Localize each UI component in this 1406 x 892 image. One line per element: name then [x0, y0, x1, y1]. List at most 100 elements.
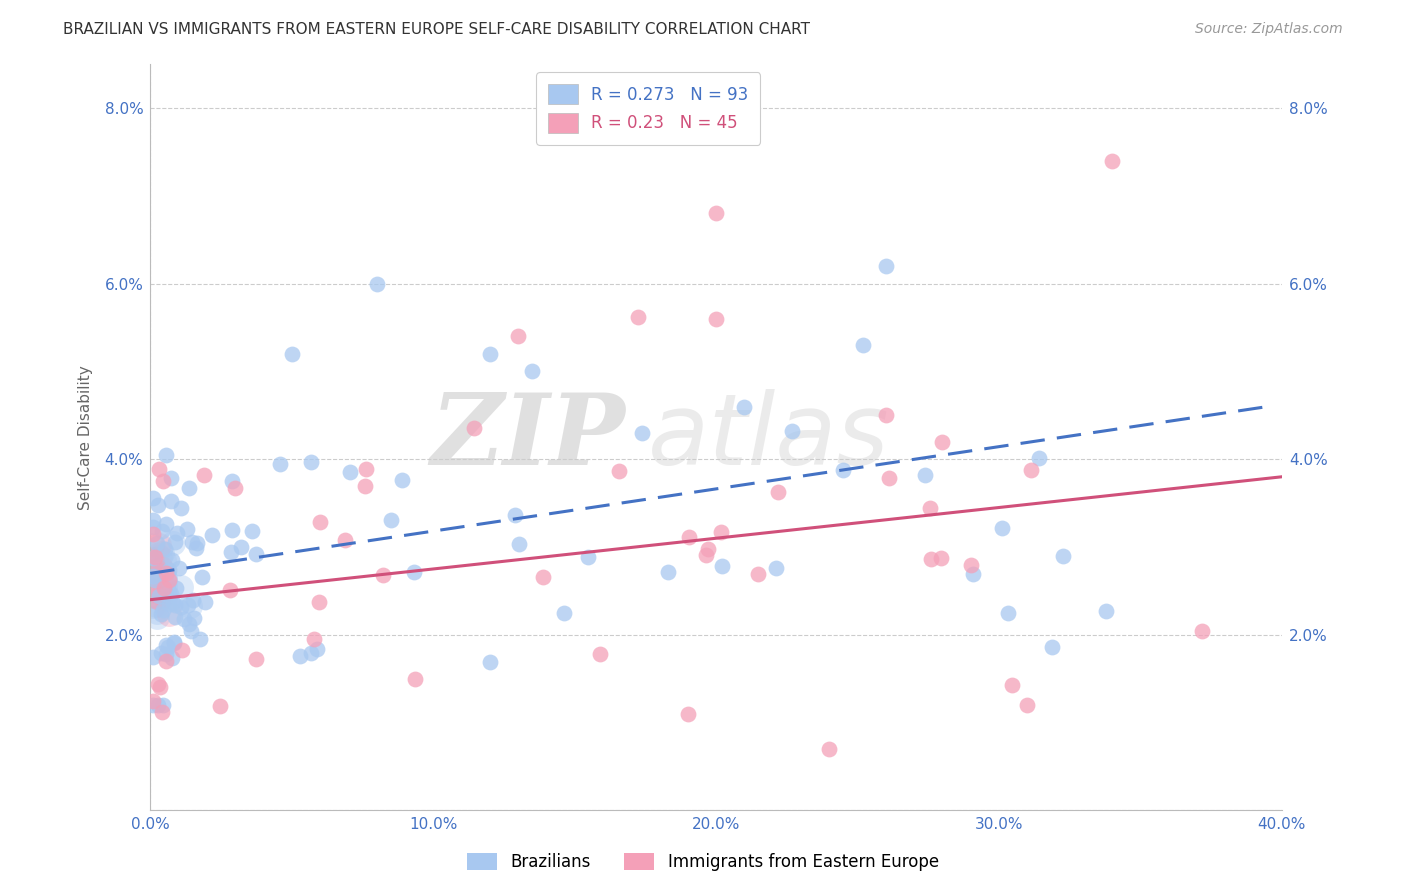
Point [162, 535, 184, 549]
Point [153, 573, 176, 587]
Legend: R = 0.273   N = 93, R = 0.23   N = 45: R = 0.273 N = 93, R = 0.23 N = 45 [536, 72, 761, 145]
Point [224, 481, 246, 495]
Point [299, 646, 322, 660]
Point [155, 448, 177, 462]
Point [159, 607, 181, 622]
Point [354, 461, 377, 475]
Point [631, 425, 654, 440]
Point [148, 462, 170, 476]
Point [245, 652, 267, 666]
Point [520, 364, 543, 378]
Point [333, 533, 356, 548]
Point [152, 475, 174, 489]
Point [747, 567, 769, 582]
Point [159, 471, 181, 485]
Text: Source: ZipAtlas.com: Source: ZipAtlas.com [1195, 22, 1343, 37]
Point [155, 654, 177, 668]
Point [145, 564, 167, 578]
Point [219, 582, 242, 597]
Point [183, 592, 205, 607]
Point [142, 569, 165, 583]
Point [153, 553, 176, 567]
Point [150, 546, 173, 560]
Point [553, 606, 575, 620]
Point [145, 599, 167, 613]
Point [153, 569, 176, 583]
Point [149, 591, 172, 606]
Y-axis label: Self-Care Disability: Self-Care Disability [79, 365, 93, 509]
Point [149, 586, 172, 600]
Point [221, 474, 243, 488]
Point [309, 515, 332, 529]
Point [150, 607, 173, 621]
Point [875, 409, 897, 423]
Point [145, 590, 167, 604]
Point [657, 566, 679, 580]
Point [155, 516, 177, 531]
Point [353, 479, 375, 493]
Point [576, 549, 599, 564]
Point [153, 581, 176, 595]
Point [153, 571, 176, 585]
Point [308, 595, 330, 609]
Point [165, 610, 187, 624]
Point [302, 632, 325, 646]
Point [173, 612, 195, 626]
Point [148, 698, 170, 712]
Point [146, 610, 169, 624]
Point [146, 676, 169, 690]
Point [1191, 624, 1213, 638]
Point [391, 474, 413, 488]
Point [852, 338, 875, 352]
Point [142, 567, 165, 582]
Point [153, 580, 176, 594]
Point [193, 467, 215, 482]
Point [962, 567, 984, 582]
Point [143, 566, 166, 580]
Point [165, 598, 187, 612]
Point [149, 549, 172, 564]
Point [179, 481, 201, 495]
Point [142, 491, 165, 505]
Point [155, 647, 177, 661]
Point [148, 538, 170, 552]
Point [157, 563, 180, 577]
Point [676, 706, 699, 721]
Point [157, 597, 180, 611]
Point [181, 534, 204, 549]
Point [733, 400, 755, 414]
Point [1000, 678, 1022, 692]
Point [920, 500, 942, 515]
Point [766, 485, 789, 500]
Point [245, 547, 267, 561]
Point [152, 603, 174, 617]
Point [176, 522, 198, 536]
Point [148, 589, 170, 603]
Point [163, 634, 186, 648]
Point [142, 527, 165, 541]
Point [152, 565, 174, 579]
Point [162, 596, 184, 610]
Point [190, 570, 212, 584]
Point [150, 524, 173, 539]
Point [991, 521, 1014, 535]
Legend: Brazilians, Immigrants from Eastern Europe: Brazilians, Immigrants from Eastern Euro… [458, 845, 948, 880]
Point [177, 617, 200, 632]
Point [704, 206, 727, 220]
Point [188, 632, 211, 646]
Point [229, 540, 252, 554]
Point [697, 542, 720, 557]
Point [149, 680, 172, 694]
Point [152, 698, 174, 712]
Point [157, 582, 180, 596]
Point [299, 454, 322, 468]
Point [877, 471, 900, 485]
Point [142, 694, 165, 708]
Point [531, 569, 554, 583]
Point [159, 590, 181, 604]
Point [1028, 450, 1050, 465]
Point [875, 259, 897, 273]
Point [219, 545, 242, 559]
Point [371, 568, 394, 582]
Point [1052, 549, 1074, 563]
